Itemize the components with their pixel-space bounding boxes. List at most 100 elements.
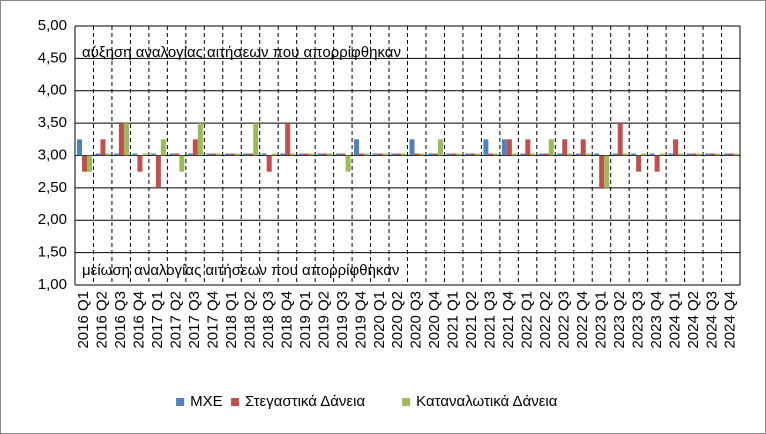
y-tick-label: 3,50 <box>38 114 67 131</box>
bar <box>557 153 563 156</box>
legend-swatch <box>176 398 185 406</box>
bar <box>585 153 591 156</box>
bar <box>401 153 407 156</box>
x-tick-label: 2020 Q1 <box>371 291 388 349</box>
x-tick-label: 2022 Q2 <box>537 291 554 349</box>
bar <box>322 153 328 156</box>
bar <box>391 153 397 156</box>
bar <box>696 153 702 156</box>
bar <box>427 153 433 156</box>
bar <box>253 123 259 156</box>
x-tick-label: 2024 Q3 <box>703 291 720 349</box>
bar <box>580 139 586 156</box>
y-tick-label: 1,50 <box>38 244 67 261</box>
x-tick-label: 2019 Q3 <box>334 291 351 349</box>
bar <box>396 153 402 156</box>
bar <box>451 153 457 156</box>
x-tick-label: 2018 Q3 <box>260 291 277 349</box>
bar <box>469 153 475 156</box>
x-tick-label: 2016 Q1 <box>75 291 92 349</box>
bar <box>686 153 692 156</box>
bar <box>266 155 272 172</box>
bar <box>137 155 143 172</box>
bar <box>567 153 573 156</box>
x-tick-label: 2019 Q2 <box>315 291 332 349</box>
bar <box>538 153 544 156</box>
x-tick-label: 2023 Q4 <box>648 291 665 349</box>
bar <box>105 153 111 156</box>
bar <box>100 139 106 156</box>
bar <box>723 153 729 156</box>
bar <box>335 153 341 156</box>
bar <box>594 153 600 156</box>
x-tick-label: 2016 Q2 <box>94 291 111 349</box>
bar <box>511 153 517 156</box>
bar <box>636 155 642 172</box>
bar <box>354 139 360 156</box>
legend-label: ΜΧΕ <box>190 393 223 410</box>
y-tick-label: 5,00 <box>38 17 67 34</box>
bar <box>659 153 665 156</box>
x-tick-label: 2018 Q1 <box>223 291 240 349</box>
bar <box>483 139 489 156</box>
x-tick-label: 2022 Q3 <box>555 291 572 349</box>
bar <box>372 153 378 156</box>
bar <box>224 153 230 156</box>
bar <box>488 153 494 156</box>
x-tick-label: 2016 Q3 <box>112 291 129 349</box>
bar <box>641 153 647 156</box>
bar <box>95 153 101 156</box>
bar <box>612 153 618 156</box>
bar <box>377 153 383 156</box>
x-tick-label: 2023 Q2 <box>611 291 628 349</box>
x-tick-label: 2021 Q2 <box>463 291 480 349</box>
bar <box>456 153 462 156</box>
x-tick-label: 2023 Q3 <box>629 291 646 349</box>
bar <box>604 155 610 188</box>
bar <box>493 153 499 156</box>
bar <box>705 153 711 156</box>
bar <box>271 153 277 156</box>
bar <box>733 153 739 156</box>
bar <box>187 153 193 156</box>
x-tick-label: 2022 Q4 <box>574 291 591 349</box>
bar <box>631 153 637 156</box>
x-tick-label: 2020 Q3 <box>408 291 425 349</box>
x-tick-label: 2020 Q4 <box>426 291 443 349</box>
x-tick-label: 2018 Q2 <box>241 291 258 349</box>
bar <box>82 155 87 172</box>
bar <box>118 123 124 156</box>
bar <box>155 155 161 188</box>
x-tick-label: 2024 Q1 <box>666 291 683 349</box>
bar <box>530 153 536 156</box>
bar <box>474 153 480 156</box>
x-tick-label: 2017 Q2 <box>168 291 185 349</box>
bar <box>327 153 333 156</box>
bar <box>728 153 734 156</box>
bar <box>150 153 156 156</box>
bar <box>261 153 267 156</box>
bar <box>179 155 185 172</box>
bar <box>142 153 148 156</box>
bar <box>382 153 388 156</box>
bar <box>464 153 470 156</box>
x-tick-label: 2022 Q1 <box>519 291 536 349</box>
bar <box>340 153 346 156</box>
bar <box>506 139 512 156</box>
bar <box>123 123 129 156</box>
bar <box>525 139 531 156</box>
bar <box>548 139 554 156</box>
bar <box>649 153 655 156</box>
bar <box>248 153 254 156</box>
bar <box>575 153 581 156</box>
x-tick-label: 2021 Q1 <box>445 291 462 349</box>
y-tick-label: 4,50 <box>38 49 67 66</box>
y-tick-label: 4,00 <box>38 82 67 99</box>
bar <box>216 153 222 156</box>
bar <box>77 139 82 156</box>
bar <box>234 153 240 156</box>
bar <box>308 153 314 156</box>
bar <box>678 153 684 156</box>
